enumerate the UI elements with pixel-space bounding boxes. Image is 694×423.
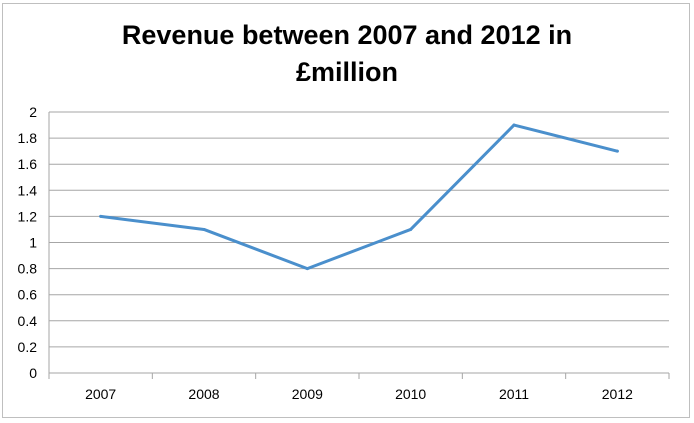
y-tick-label: 0.6 (18, 287, 38, 303)
chart-area (2, 3, 690, 418)
y-tick-label: 0.2 (18, 339, 38, 355)
series-line (99, 123, 619, 271)
y-tick-label: 1.6 (18, 156, 38, 172)
data-point (512, 123, 516, 127)
chart-title: Revenue between 2007 and 2012 in £millio… (0, 17, 694, 91)
data-point (99, 214, 103, 218)
x-tick-label: 2007 (85, 386, 116, 402)
x-tick-label: 2009 (292, 386, 323, 402)
x-tick-label: 2011 (499, 386, 529, 402)
y-tick-label: 0.4 (18, 313, 38, 329)
chart-title-line-2: £million (295, 57, 398, 87)
y-tick-label: 1.4 (18, 182, 38, 198)
y-tick-label: 0 (29, 365, 37, 381)
y-tick-label: 2 (29, 104, 37, 120)
x-tick-label: 2012 (602, 386, 633, 402)
y-tick-label: 1.2 (18, 208, 38, 224)
x-tick-label: 2010 (395, 386, 426, 402)
data-point (305, 267, 309, 271)
y-tick-label: 1.8 (18, 130, 38, 146)
y-tick-label: 0.8 (18, 261, 38, 277)
chart-title-line-1: Revenue between 2007 and 2012 in (121, 20, 573, 50)
data-point (202, 227, 206, 231)
data-point (409, 227, 413, 231)
x-tick-label: 2008 (188, 386, 219, 402)
y-tick-label: 1 (29, 235, 37, 251)
data-point (615, 149, 619, 153)
